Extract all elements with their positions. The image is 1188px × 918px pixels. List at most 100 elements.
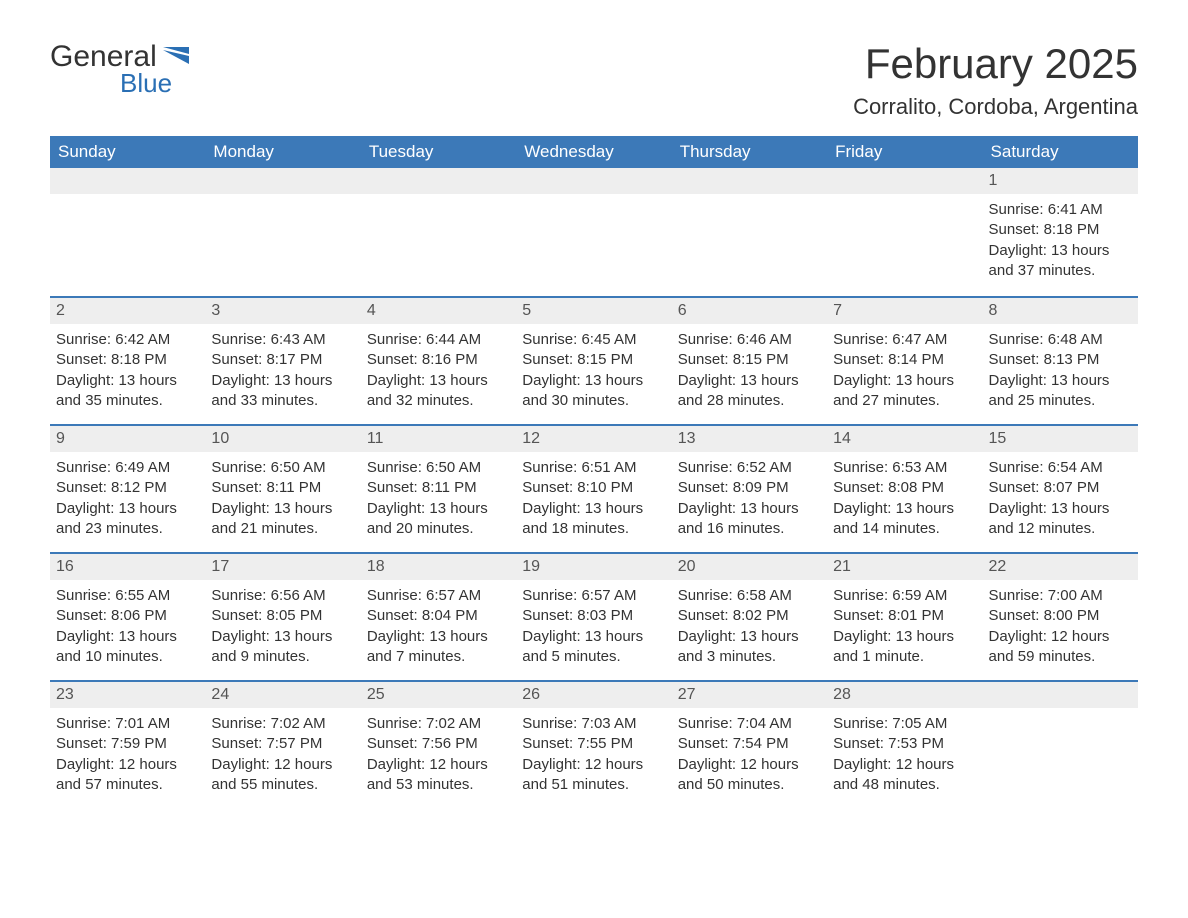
sunrise-line: Sunrise: 7:02 AM bbox=[211, 714, 354, 734]
calendar-day: 3Sunrise: 6:43 AMSunset: 8:17 PMDaylight… bbox=[205, 296, 360, 424]
calendar-day: 15Sunrise: 6:54 AMSunset: 8:07 PMDayligh… bbox=[983, 424, 1138, 552]
calendar-day: 11Sunrise: 6:50 AMSunset: 8:11 PMDayligh… bbox=[361, 424, 516, 552]
day-number: 9 bbox=[50, 424, 205, 452]
calendar-day: 16 Sunrise: 6:55 AMSunset: 8:06 PMDayligh… bbox=[50, 552, 205, 680]
sunrise-line: Sunrise: 6:47 AM bbox=[833, 330, 976, 350]
sunrise-line: Sunrise: 7:02 AM bbox=[367, 714, 510, 734]
sunset-line: Sunset: 8:00 PM bbox=[989, 606, 1132, 626]
sunrise-line: Sunrise: 6:57 AM bbox=[522, 586, 665, 606]
daylight-line: Daylight: 13 hours and 32 minutes. bbox=[367, 371, 510, 412]
day-number: 10 bbox=[205, 424, 360, 452]
day-content: Sunrise: 7:05 AMSunset: 7:53 PMDaylight:… bbox=[827, 708, 982, 805]
calendar-day: 21Sunrise: 6:59 AMSunset: 8:01 PMDayligh… bbox=[827, 552, 982, 680]
sunrise-line: Sunrise: 6:58 AM bbox=[678, 586, 821, 606]
daylight-line: Daylight: 12 hours and 57 minutes. bbox=[56, 755, 199, 796]
day-number: 20 bbox=[672, 552, 827, 580]
calendar-day: 5Sunrise: 6:45 AMSunset: 8:15 PMDaylight… bbox=[516, 296, 671, 424]
sunset-line: Sunset: 7:55 PM bbox=[522, 734, 665, 754]
weekday-header: Saturday bbox=[983, 136, 1138, 168]
day-number: 2 bbox=[50, 296, 205, 324]
month-title: February 2025 bbox=[853, 40, 1138, 88]
calendar-day-empty bbox=[516, 168, 671, 296]
day-content: Sunrise: 6:48 AMSunset: 8:13 PMDaylight:… bbox=[983, 324, 1138, 421]
sunrise-line: Sunrise: 7:01 AM bbox=[56, 714, 199, 734]
day-number: 1 bbox=[983, 168, 1138, 194]
calendar-day: 6Sunrise: 6:46 AMSunset: 8:15 PMDaylight… bbox=[672, 296, 827, 424]
calendar-week: 23Sunrise: 7:01 AMSunset: 7:59 PMDayligh… bbox=[50, 680, 1138, 808]
calendar-day: 27Sunrise: 7:04 AMSunset: 7:54 PMDayligh… bbox=[672, 680, 827, 808]
sunset-line: Sunset: 8:12 PM bbox=[56, 478, 199, 498]
day-content: Sunrise: 6:46 AMSunset: 8:15 PMDaylight:… bbox=[672, 324, 827, 421]
sunset-line: Sunset: 7:56 PM bbox=[367, 734, 510, 754]
weekday-header: Sunday bbox=[50, 136, 205, 168]
daylight-line: Daylight: 13 hours and 7 minutes. bbox=[367, 627, 510, 668]
title-block: February 2025 Corralito, Cordoba, Argent… bbox=[853, 40, 1138, 126]
calendar-day: 14Sunrise: 6:53 AMSunset: 8:08 PMDayligh… bbox=[827, 424, 982, 552]
daylight-line: Daylight: 12 hours and 51 minutes. bbox=[522, 755, 665, 796]
calendar-day: 20Sunrise: 6:58 AMSunset: 8:02 PMDayligh… bbox=[672, 552, 827, 680]
calendar-body: 1Sunrise: 6:41 AMSunset: 8:18 PMDaylight… bbox=[50, 168, 1138, 808]
day-number: 18 bbox=[361, 552, 516, 580]
sunrise-line: Sunrise: 6:41 AM bbox=[989, 200, 1132, 220]
sunset-line: Sunset: 8:03 PM bbox=[522, 606, 665, 626]
sunrise-line: Sunrise: 6:55 AM bbox=[56, 586, 199, 606]
sunrise-line: Sunrise: 6:50 AM bbox=[367, 458, 510, 478]
sunrise-line: Sunrise: 6:52 AM bbox=[678, 458, 821, 478]
day-number: 5 bbox=[516, 296, 671, 324]
calendar-day: 18Sunrise: 6:57 AMSunset: 8:04 PMDayligh… bbox=[361, 552, 516, 680]
sunset-line: Sunset: 8:06 PM bbox=[56, 606, 199, 626]
sunrise-line: Sunrise: 6:42 AM bbox=[56, 330, 199, 350]
day-number: 25 bbox=[361, 680, 516, 708]
day-content: Sunrise: 6:51 AMSunset: 8:10 PMDaylight:… bbox=[516, 452, 671, 549]
day-content: Sunrise: 7:00 AMSunset: 8:00 PMDaylight:… bbox=[983, 580, 1138, 677]
logo-word2: Blue bbox=[50, 68, 172, 99]
sunset-line: Sunset: 8:15 PM bbox=[522, 350, 665, 370]
sunrise-line: Sunrise: 6:54 AM bbox=[989, 458, 1132, 478]
sunset-line: Sunset: 8:01 PM bbox=[833, 606, 976, 626]
sunset-line: Sunset: 8:15 PM bbox=[678, 350, 821, 370]
sunset-line: Sunset: 8:08 PM bbox=[833, 478, 976, 498]
day-content: Sunrise: 6:59 AMSunset: 8:01 PMDaylight:… bbox=[827, 580, 982, 677]
day-number bbox=[983, 680, 1138, 708]
sunrise-line: Sunrise: 7:03 AM bbox=[522, 714, 665, 734]
sunrise-line: Sunrise: 6:56 AM bbox=[211, 586, 354, 606]
calendar-day-empty bbox=[50, 168, 205, 296]
day-content: Sunrise: 6:47 AMSunset: 8:14 PMDaylight:… bbox=[827, 324, 982, 421]
day-number: 21 bbox=[827, 552, 982, 580]
sunset-line: Sunset: 7:54 PM bbox=[678, 734, 821, 754]
day-number: 16 bbox=[50, 552, 205, 580]
day-content: Sunrise: 6:49 AMSunset: 8:12 PMDaylight:… bbox=[50, 452, 205, 549]
weekday-header: Thursday bbox=[672, 136, 827, 168]
calendar-day: 8Sunrise: 6:48 AMSunset: 8:13 PMDaylight… bbox=[983, 296, 1138, 424]
day-content: Sunrise: 6:43 AMSunset: 8:17 PMDaylight:… bbox=[205, 324, 360, 421]
header: General Blue February 2025 Corralito, Co… bbox=[50, 40, 1138, 126]
sunrise-line: Sunrise: 6:43 AM bbox=[211, 330, 354, 350]
day-content: Sunrise: 6:45 AMSunset: 8:15 PMDaylight:… bbox=[516, 324, 671, 421]
day-content: Sunrise: 7:02 AMSunset: 7:57 PMDaylight:… bbox=[205, 708, 360, 805]
weekday-header: Wednesday bbox=[516, 136, 671, 168]
day-number bbox=[361, 168, 516, 194]
day-number: 13 bbox=[672, 424, 827, 452]
day-number bbox=[516, 168, 671, 194]
daylight-line: Daylight: 13 hours and 12 minutes. bbox=[989, 499, 1132, 540]
day-content: Sunrise: 6:57 AMSunset: 8:03 PMDaylight:… bbox=[516, 580, 671, 677]
daylight-line: Daylight: 13 hours and 10 minutes. bbox=[56, 627, 199, 668]
sunrise-line: Sunrise: 6:50 AM bbox=[211, 458, 354, 478]
sunset-line: Sunset: 8:16 PM bbox=[367, 350, 510, 370]
sunset-line: Sunset: 8:17 PM bbox=[211, 350, 354, 370]
sunrise-line: Sunrise: 7:00 AM bbox=[989, 586, 1132, 606]
daylight-line: Daylight: 13 hours and 18 minutes. bbox=[522, 499, 665, 540]
daylight-line: Daylight: 13 hours and 9 minutes. bbox=[211, 627, 354, 668]
day-content: Sunrise: 6:56 AMSunset: 8:05 PMDaylight:… bbox=[205, 580, 360, 677]
daylight-line: Daylight: 13 hours and 5 minutes. bbox=[522, 627, 665, 668]
day-content: Sunrise: 7:01 AMSunset: 7:59 PMDaylight:… bbox=[50, 708, 205, 805]
daylight-line: Daylight: 12 hours and 50 minutes. bbox=[678, 755, 821, 796]
calendar-head: SundayMondayTuesdayWednesdayThursdayFrid… bbox=[50, 136, 1138, 168]
day-content: Sunrise: 6:50 AMSunset: 8:11 PMDaylight:… bbox=[205, 452, 360, 549]
day-number bbox=[672, 168, 827, 194]
day-content: Sunrise: 6:44 AMSunset: 8:16 PMDaylight:… bbox=[361, 324, 516, 421]
calendar-table: SundayMondayTuesdayWednesdayThursdayFrid… bbox=[50, 136, 1138, 808]
sunset-line: Sunset: 8:14 PM bbox=[833, 350, 976, 370]
sunset-line: Sunset: 8:02 PM bbox=[678, 606, 821, 626]
sunrise-line: Sunrise: 6:49 AM bbox=[56, 458, 199, 478]
